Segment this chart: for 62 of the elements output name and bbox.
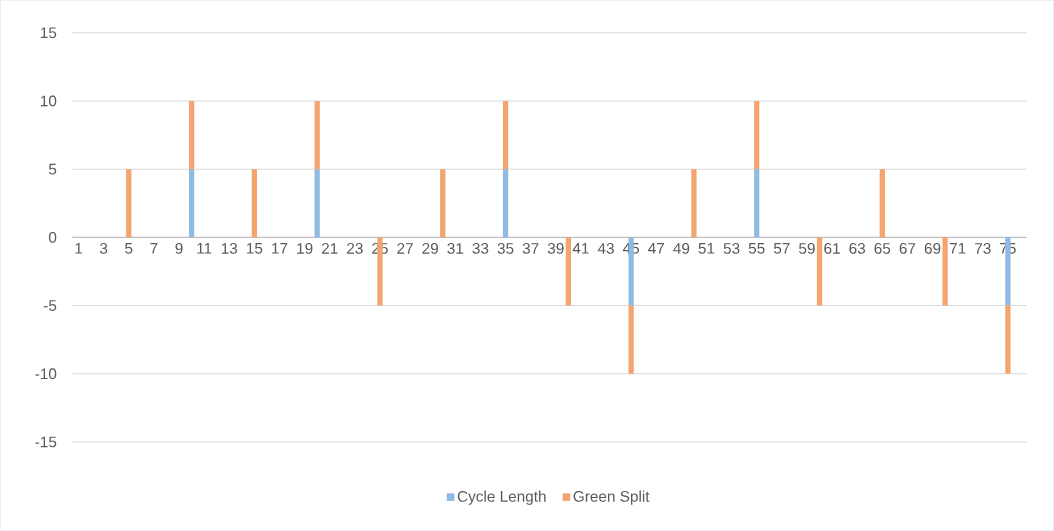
x-tick-label: 17 (272, 243, 288, 254)
x-tick-label: 5 (125, 243, 133, 254)
x-tick-label: 63 (849, 243, 866, 254)
x-tick-label: 35 (497, 243, 514, 254)
y-tick-label: 15 (40, 27, 57, 39)
x-tick-label: 43 (597, 243, 614, 254)
x-tick-label: 9 (175, 243, 183, 254)
bar (251, 169, 258, 238)
x-tick-label: 47 (648, 243, 665, 254)
x-tick-label: 31 (447, 243, 464, 254)
x-tick-label: 3 (99, 243, 108, 254)
y-tick-label: -10 (35, 368, 57, 380)
x-tick-label: 57 (773, 243, 790, 254)
x-tick-label: 59 (799, 243, 815, 254)
x-tick-label: 49 (673, 243, 690, 254)
bar (942, 237, 948, 306)
x-tick-label: 21 (321, 243, 338, 254)
y-tick-label: 0 (48, 232, 57, 243)
bar (440, 169, 446, 238)
bar (754, 101, 760, 170)
bar (816, 237, 823, 306)
x-tick-label: 13 (221, 243, 238, 254)
x-tick-label: 51 (698, 243, 715, 254)
x-tick-label: 29 (422, 243, 438, 254)
x-tick-label: 39 (547, 243, 564, 254)
bar (188, 169, 195, 238)
x-tick-label: 41 (572, 243, 589, 254)
x-tick-label: 71 (949, 243, 966, 254)
x-tick-label: 15 (247, 243, 263, 254)
bar (754, 169, 760, 238)
bar (565, 237, 571, 306)
legend-label: Cycle Length (457, 490, 546, 505)
x-tick-label: 1 (75, 243, 83, 254)
y-tick-label: 10 (40, 95, 57, 107)
x-tick-label: 69 (924, 243, 941, 254)
x-tick-label: 55 (748, 243, 765, 254)
bar (188, 101, 195, 170)
y-tick-label: -5 (43, 300, 57, 312)
bar (502, 169, 509, 238)
x-tick-label: 67 (899, 243, 916, 254)
x-tick-label: 37 (522, 243, 539, 254)
bar (1005, 305, 1011, 374)
bar (879, 169, 885, 238)
x-tick-label: 7 (150, 243, 158, 254)
bar (314, 169, 320, 238)
x-tick-label: 61 (824, 243, 840, 254)
bar (691, 169, 697, 238)
bar (126, 169, 132, 238)
x-tick-label: 65 (874, 243, 891, 254)
x-tick-label: 27 (397, 243, 413, 254)
x-tick-label: 11 (197, 243, 212, 254)
y-tick-label: 5 (48, 163, 57, 175)
legend-label: Green Split (573, 490, 650, 505)
bar (314, 101, 320, 170)
y-tick-label: -15 (35, 436, 57, 448)
bar (628, 305, 634, 374)
x-tick-label: 33 (472, 243, 489, 254)
bar (502, 101, 509, 170)
x-tick-label: 23 (347, 243, 363, 254)
x-tick-label: 53 (723, 243, 740, 254)
x-tick-label: 73 (975, 243, 991, 254)
x-tick-label: 19 (297, 243, 313, 254)
